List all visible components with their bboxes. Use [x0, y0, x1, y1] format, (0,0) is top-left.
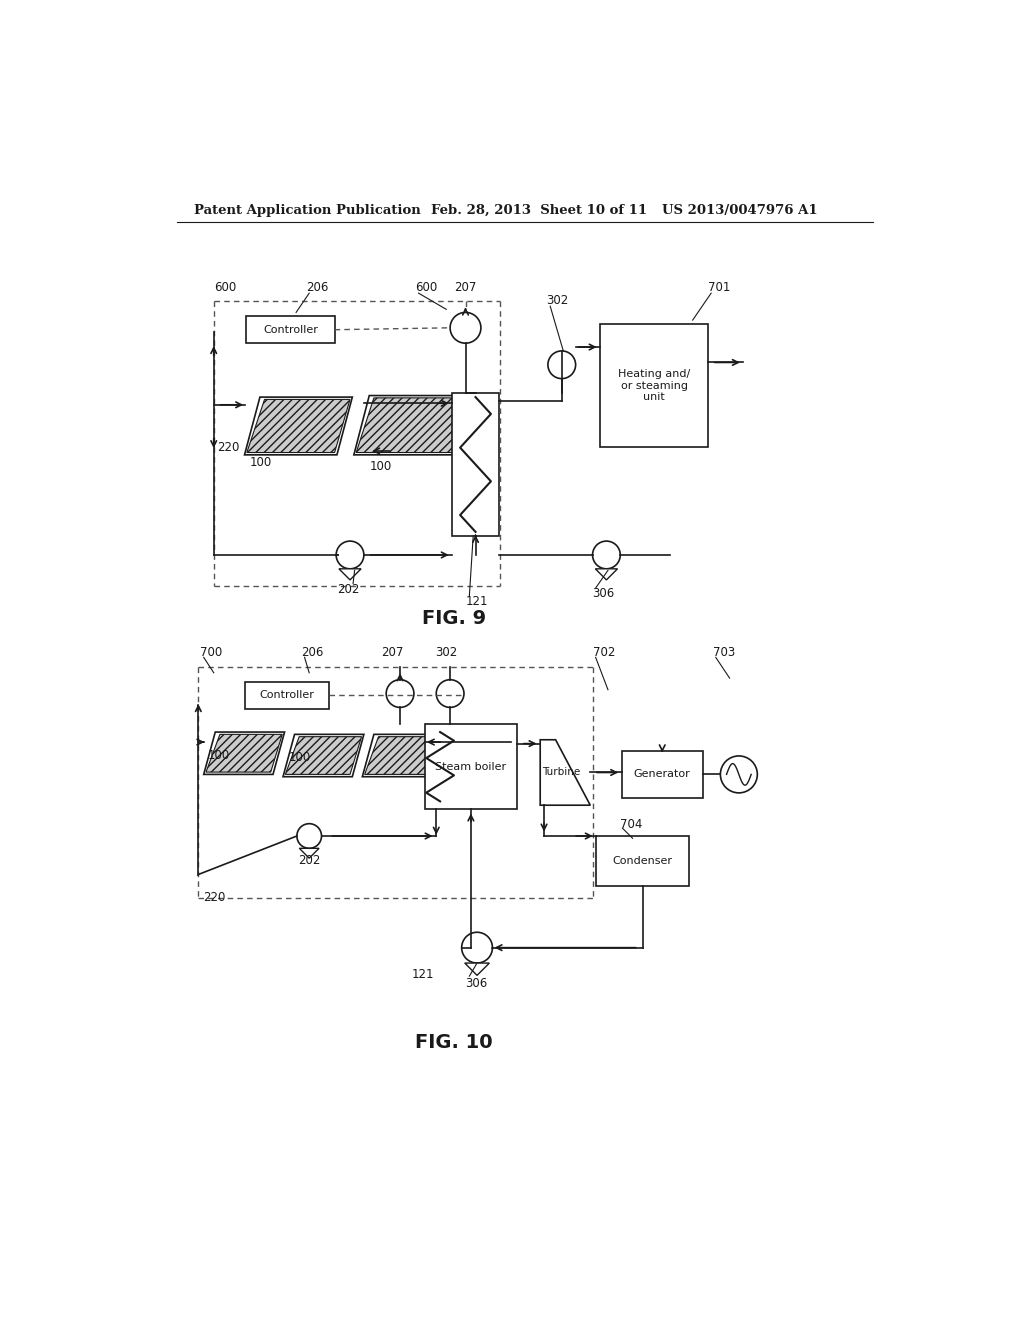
Text: 704: 704: [620, 818, 642, 832]
Polygon shape: [541, 739, 590, 805]
Polygon shape: [204, 733, 285, 775]
Text: 100: 100: [370, 459, 391, 473]
Text: Controller: Controller: [263, 325, 317, 335]
Polygon shape: [365, 737, 441, 775]
Text: 700: 700: [200, 647, 222, 659]
Text: FIG. 10: FIG. 10: [415, 1032, 493, 1052]
Text: 202: 202: [337, 583, 359, 597]
Polygon shape: [206, 734, 283, 772]
Text: Heating and/
or steaming
unit: Heating and/ or steaming unit: [618, 370, 690, 403]
Polygon shape: [354, 396, 473, 455]
Text: 206: 206: [301, 647, 324, 659]
Bar: [245, 682, 330, 709]
Text: Controller: Controller: [259, 690, 314, 701]
Bar: [246, 317, 335, 343]
Polygon shape: [245, 397, 352, 455]
Text: 220: 220: [203, 891, 225, 904]
Text: 701: 701: [708, 281, 730, 294]
Polygon shape: [299, 849, 319, 858]
Text: 220: 220: [217, 441, 240, 454]
Polygon shape: [247, 400, 350, 453]
Bar: [425, 725, 517, 809]
Text: 121: 121: [466, 594, 488, 607]
Text: 600: 600: [214, 281, 236, 294]
Bar: [596, 836, 689, 886]
Bar: [622, 751, 702, 797]
Text: 100: 100: [250, 455, 272, 469]
Text: 703: 703: [713, 647, 735, 659]
Text: 202: 202: [298, 854, 321, 867]
Polygon shape: [286, 737, 361, 775]
Bar: [600, 323, 708, 447]
Text: 702: 702: [593, 647, 615, 659]
Text: Generator: Generator: [634, 770, 690, 779]
Text: 306: 306: [593, 587, 614, 601]
Polygon shape: [465, 964, 489, 975]
Text: 600: 600: [416, 281, 437, 294]
Polygon shape: [595, 569, 617, 579]
Text: Turbine: Turbine: [543, 767, 581, 777]
Text: 302: 302: [435, 647, 457, 659]
Text: 100: 100: [289, 751, 310, 764]
Text: 100: 100: [208, 748, 229, 762]
Polygon shape: [283, 734, 364, 776]
Text: 121: 121: [412, 968, 434, 981]
Text: 302: 302: [547, 294, 568, 308]
Bar: [453, 393, 499, 536]
Text: Patent Application Publication: Patent Application Publication: [194, 205, 421, 218]
Text: Steam boiler: Steam boiler: [435, 762, 507, 772]
Text: 306: 306: [466, 977, 487, 990]
Text: 206: 206: [306, 281, 329, 294]
Text: 207: 207: [454, 281, 476, 294]
Text: FIG. 9: FIG. 9: [422, 610, 486, 628]
Text: US 2013/0047976 A1: US 2013/0047976 A1: [662, 205, 817, 218]
Polygon shape: [339, 569, 361, 579]
Text: Condenser: Condenser: [612, 857, 673, 866]
Polygon shape: [362, 734, 443, 776]
Polygon shape: [356, 397, 471, 453]
Text: 207: 207: [381, 647, 403, 659]
Text: Feb. 28, 2013  Sheet 10 of 11: Feb. 28, 2013 Sheet 10 of 11: [431, 205, 647, 218]
